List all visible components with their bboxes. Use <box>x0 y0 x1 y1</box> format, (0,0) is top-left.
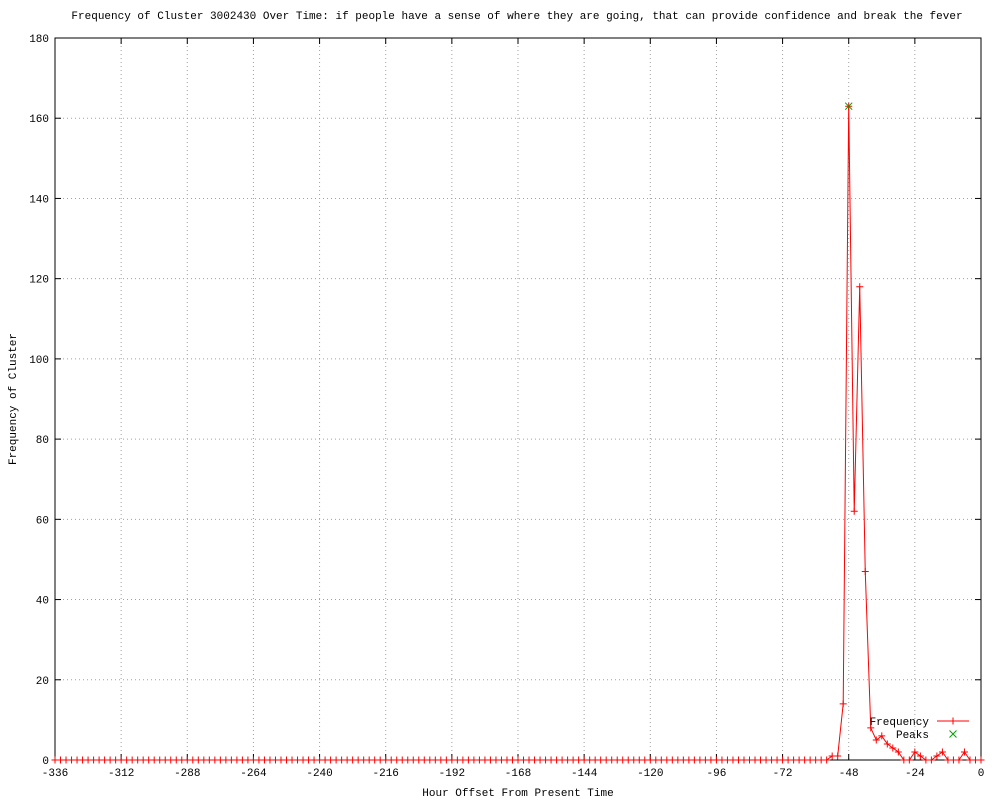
x-tick-label: 0 <box>978 768 985 780</box>
x-tick-label: -240 <box>306 768 332 780</box>
y-tick-label: 0 <box>42 756 49 768</box>
point-marker <box>889 744 897 752</box>
point-marker <box>883 740 891 748</box>
x-tick-label: -336 <box>42 768 68 780</box>
y-tick-label: 120 <box>29 275 49 287</box>
y-tick-label: 160 <box>29 114 49 126</box>
legend-label: Peaks <box>896 730 929 742</box>
point-marker <box>839 700 847 708</box>
legend-label: Frequency <box>870 717 930 729</box>
point-marker <box>861 567 869 575</box>
y-tick-label: 60 <box>36 515 49 527</box>
point-marker <box>933 752 941 760</box>
point-marker <box>834 752 842 760</box>
legend-marker <box>949 717 957 725</box>
chart-title: Frequency of Cluster 3002430 Over Time: … <box>71 11 962 23</box>
point-marker <box>938 748 946 756</box>
x-tick-label: -72 <box>773 768 793 780</box>
point-marker <box>927 756 935 764</box>
point-marker <box>872 736 880 744</box>
point-marker <box>894 748 902 756</box>
x-tick-label: -312 <box>108 768 134 780</box>
point-marker <box>905 756 913 764</box>
legend-marker <box>949 730 957 738</box>
x-tick-label: -288 <box>174 768 200 780</box>
point-marker <box>977 756 985 764</box>
y-tick-label: 40 <box>36 596 49 608</box>
y-tick-label: 100 <box>29 355 49 367</box>
y-tick-label: 180 <box>29 34 49 46</box>
x-axis-label: Hour Offset From Present Time <box>422 788 613 800</box>
point-marker <box>916 752 924 760</box>
point-marker <box>960 748 968 756</box>
point-marker <box>878 732 886 740</box>
point-marker <box>844 102 853 111</box>
y-tick-label: 80 <box>36 435 49 447</box>
y-tick-label: 20 <box>36 676 49 688</box>
y-axis-label: Frequency of Cluster <box>8 333 20 465</box>
point-marker <box>856 283 864 291</box>
x-tick-label: -96 <box>707 768 727 780</box>
x-tick-label: -24 <box>905 768 925 780</box>
x-tick-label: -264 <box>240 768 267 780</box>
y-tick-label: 140 <box>29 194 49 206</box>
x-tick-label: -168 <box>505 768 531 780</box>
x-tick-label: -216 <box>373 768 399 780</box>
x-tick-label: -144 <box>571 768 598 780</box>
x-tick-label: -192 <box>439 768 465 780</box>
point-marker <box>850 507 858 515</box>
point-marker <box>867 724 875 732</box>
x-tick-label: -120 <box>637 768 663 780</box>
point-marker <box>823 756 831 764</box>
point-marker <box>911 748 919 756</box>
point-marker <box>955 756 963 764</box>
x-tick-label: -48 <box>839 768 859 780</box>
